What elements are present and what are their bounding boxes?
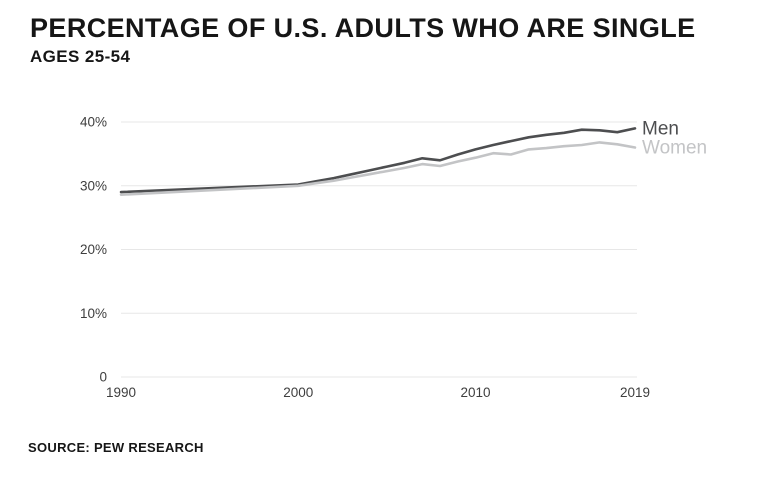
source-note: SOURCE: PEW RESEARCH [28,440,204,455]
x-tick-label-2000: 2000 [283,385,313,400]
series-line-men [119,127,637,194]
chart-subtitle: AGES 25-54 [30,47,131,66]
y-tick-label-30: 30% [80,178,107,193]
legend-label-men: Men [642,118,679,139]
x-tick-label-2010: 2010 [460,385,490,400]
x-tick-label-2019: 2019 [620,385,650,400]
y-tick-label-0: 0 [99,370,107,385]
y-tick-label-40: 40% [80,115,107,130]
series-line-women [119,141,637,196]
y-tick-label-10: 10% [80,306,107,321]
legend-label-women: Women [642,138,707,159]
x-tick-label-1990: 1990 [106,385,136,400]
y-tick-label-20: 20% [80,242,107,257]
chart-title: PERCENTAGE OF U.S. ADULTS WHO ARE SINGLE [30,13,696,43]
